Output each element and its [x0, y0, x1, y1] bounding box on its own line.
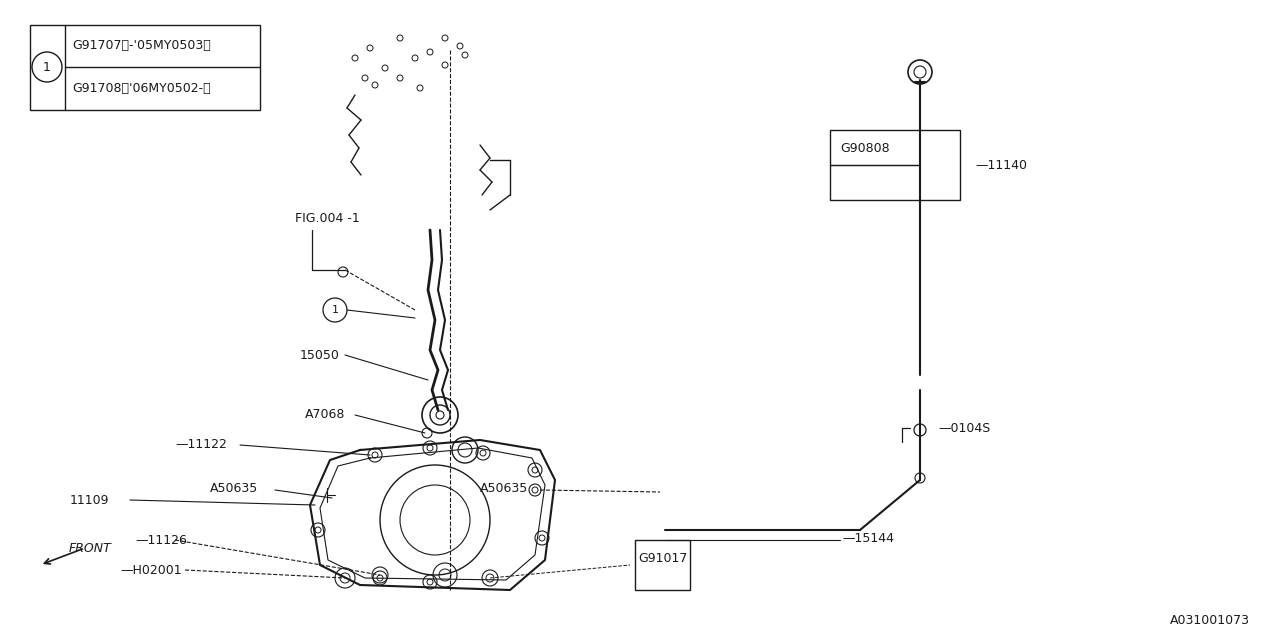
Text: —0104S: —0104S — [938, 422, 991, 435]
Text: 1: 1 — [332, 305, 338, 315]
Text: —15144: —15144 — [842, 531, 893, 545]
Text: —11122: —11122 — [175, 438, 227, 451]
Text: 11109: 11109 — [70, 493, 110, 506]
Text: —H02001: —H02001 — [120, 563, 182, 577]
Text: 15050: 15050 — [300, 349, 340, 362]
Text: A50635: A50635 — [480, 481, 529, 495]
Bar — [29, 25, 260, 110]
Text: G91708（'06MY0502-）: G91708（'06MY0502-） — [72, 81, 211, 95]
Text: —11126: —11126 — [134, 534, 187, 547]
Text: FIG.004 -1: FIG.004 -1 — [294, 211, 360, 225]
Text: 1: 1 — [44, 61, 51, 74]
Bar — [829, 130, 960, 200]
Text: G91707（-'05MY0503）: G91707（-'05MY0503） — [72, 38, 211, 51]
Text: A50635: A50635 — [210, 481, 259, 495]
Text: G90808: G90808 — [840, 141, 890, 154]
Text: —11140: —11140 — [975, 159, 1027, 172]
Text: G91017: G91017 — [637, 552, 687, 564]
Text: A7068: A7068 — [305, 408, 346, 422]
Bar — [635, 540, 690, 590]
Text: A031001073: A031001073 — [1170, 614, 1251, 627]
Text: FRONT: FRONT — [69, 541, 111, 554]
